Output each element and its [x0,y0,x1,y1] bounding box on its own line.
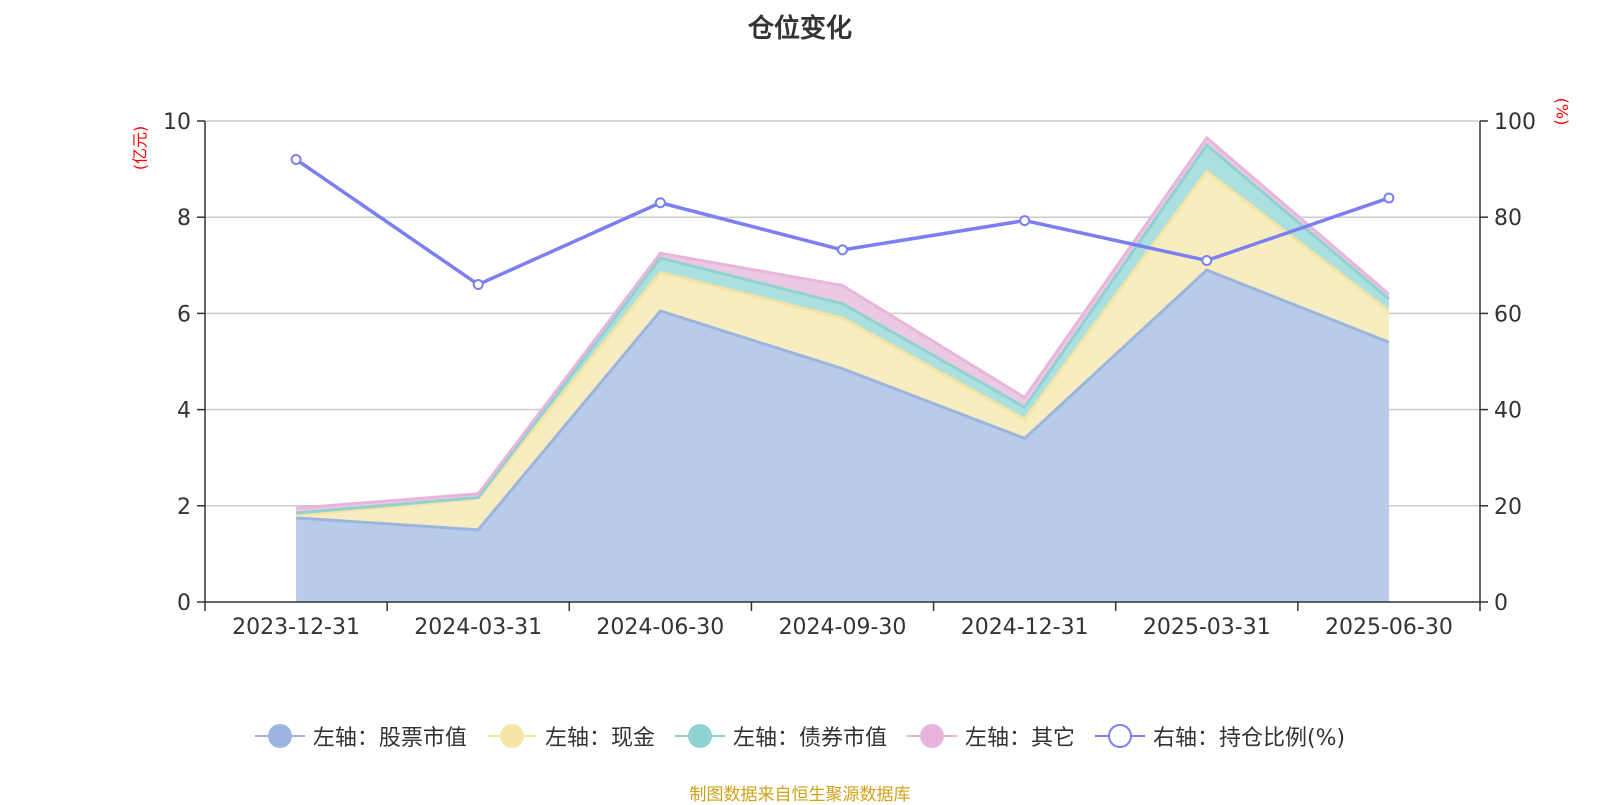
legend-swatch-icon [906,724,957,748]
chart-title: 仓位变化 [747,14,852,44]
holding-ratio-point [290,153,302,165]
x-axis-tick-label: 2025-03-31 [1143,615,1271,640]
legend-label: 左轴：现金 [544,726,655,751]
x-axis-tick-label: 2025-06-30 [1325,615,1453,640]
area-series-0 [296,270,1389,602]
legend-item[interactable]: 左轴：债券市值 [674,720,887,752]
left-axis-tick-label: 4 [177,399,191,424]
left-axis-tick-label: 10 [163,110,191,135]
x-axis-tick-label: 2024-12-31 [961,615,1089,640]
left-axis-tick-label: 8 [177,206,191,231]
area-line-series-3 [295,135,1390,510]
holding-ratio-point [1201,254,1213,266]
legend-label: 右轴：持仓比例(%) [1152,726,1346,751]
data-source-note: 制图数据来自恒生聚源数据库 [689,785,911,805]
left-axis-unit: (亿元) [130,125,150,171]
holding-ratio-point [1019,215,1031,227]
legend-swatch-icon [486,724,537,748]
holding-ratio-point [1383,192,1395,204]
right-axis-tick-label: 60 [1494,302,1522,327]
x-axis-tick-label: 2024-09-30 [779,615,907,640]
legend-label: 左轴：股票市值 [312,726,467,751]
legend-swatch-icon [254,724,305,748]
right-axis-tick-label: 0 [1494,591,1508,616]
holding-ratio-point [837,244,848,256]
right-axis-tick-label: 80 [1494,206,1522,231]
area-line-series-2 [295,142,1390,515]
x-axis-tick-label: 2024-06-30 [596,615,724,640]
x-axis-tick-label: 2024-03-31 [414,615,542,640]
area-series-1 [296,171,1389,530]
area-line-series-0 [295,268,1390,532]
legend-swatch-icon [1094,724,1145,748]
legend-item[interactable]: 左轴：其它 [906,720,1075,752]
legend-item[interactable]: 右轴：持仓比例(%) [1094,720,1346,752]
holding-ratio-point [472,279,484,291]
legend-label: 左轴：债券市值 [732,726,887,751]
left-axis-tick-label: 6 [177,302,191,327]
legend-item[interactable]: 左轴：现金 [486,720,655,752]
legend-swatch-icon [674,724,725,748]
right-axis-tick-label: 40 [1494,399,1522,424]
right-axis-tick-label: 100 [1494,110,1536,135]
legend-label: 左轴：其它 [964,726,1075,751]
right-axis-tick-label: 20 [1494,495,1522,520]
legend: 左轴：股票市值 左轴：现金 左轴：债券市值 左轴：其它 右轴：持仓比例(%) [0,720,1600,752]
holding-ratio-point [654,197,666,209]
left-axis-tick-label: 0 [177,591,191,616]
legend-item[interactable]: 左轴：股票市值 [254,720,467,752]
left-axis-tick-label: 2 [177,495,191,520]
right-axis-unit: (%) [1552,97,1572,126]
x-axis-tick-label: 2023-12-31 [232,615,360,640]
